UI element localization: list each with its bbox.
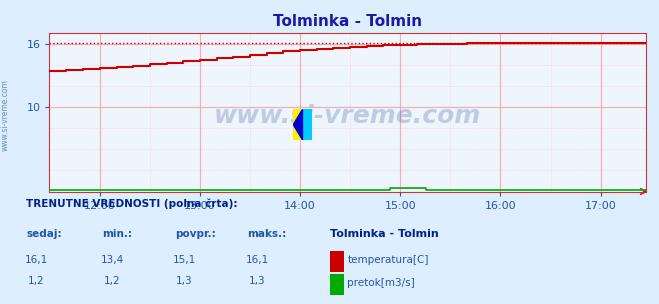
- Text: 16,1: 16,1: [245, 255, 269, 265]
- Text: 1,3: 1,3: [176, 276, 193, 286]
- Title: Tolminka - Tolmin: Tolminka - Tolmin: [273, 15, 422, 29]
- Text: 13,4: 13,4: [100, 255, 124, 265]
- Text: sedaj:: sedaj:: [26, 229, 62, 239]
- Text: 15,1: 15,1: [173, 255, 196, 265]
- Text: www.si-vreme.com: www.si-vreme.com: [214, 104, 481, 128]
- Polygon shape: [293, 109, 302, 140]
- Text: maks.:: maks.:: [247, 229, 287, 239]
- Bar: [293, 109, 302, 140]
- Text: temperatura[C]: temperatura[C]: [347, 255, 429, 265]
- Bar: [302, 109, 312, 140]
- Text: Tolminka - Tolmin: Tolminka - Tolmin: [330, 229, 438, 239]
- Text: 1,2: 1,2: [28, 276, 45, 286]
- Text: TRENUTNE VREDNOSTI (polna črta):: TRENUTNE VREDNOSTI (polna črta):: [26, 198, 238, 209]
- Text: povpr.:: povpr.:: [175, 229, 215, 239]
- Text: 1,2: 1,2: [103, 276, 121, 286]
- Text: 16,1: 16,1: [24, 255, 48, 265]
- Text: pretok[m3/s]: pretok[m3/s]: [347, 278, 415, 288]
- Text: min.:: min.:: [102, 229, 132, 239]
- Text: 1,3: 1,3: [248, 276, 266, 286]
- Text: www.si-vreme.com: www.si-vreme.com: [1, 80, 10, 151]
